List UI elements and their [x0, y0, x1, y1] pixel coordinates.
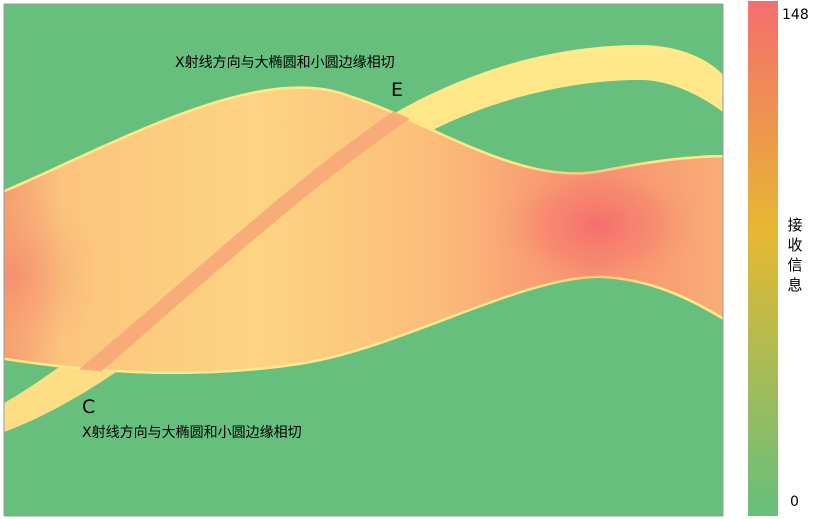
colorbar	[748, 1, 778, 516]
small-circle-band	[4, 45, 723, 432]
left-warm-region	[4, 185, 100, 365]
peak-region	[478, 150, 718, 300]
point-label-e: E	[391, 79, 403, 101]
annotation-top: X射线方向与大椭圆和小圆边缘相切	[175, 55, 395, 71]
colorbar-label: 接收信息	[787, 216, 803, 294]
colorbar-max-label: 148	[782, 7, 809, 23]
colorbar-min-label: 0	[790, 494, 799, 510]
diagonal-stripe	[60, 100, 420, 375]
plot-frame	[3, 3, 724, 517]
annotation-bottom: X射线方向与大椭圆和小圆边缘相切	[82, 425, 302, 441]
point-label-c: C	[82, 396, 95, 418]
large-ellipse-band	[4, 86, 723, 375]
